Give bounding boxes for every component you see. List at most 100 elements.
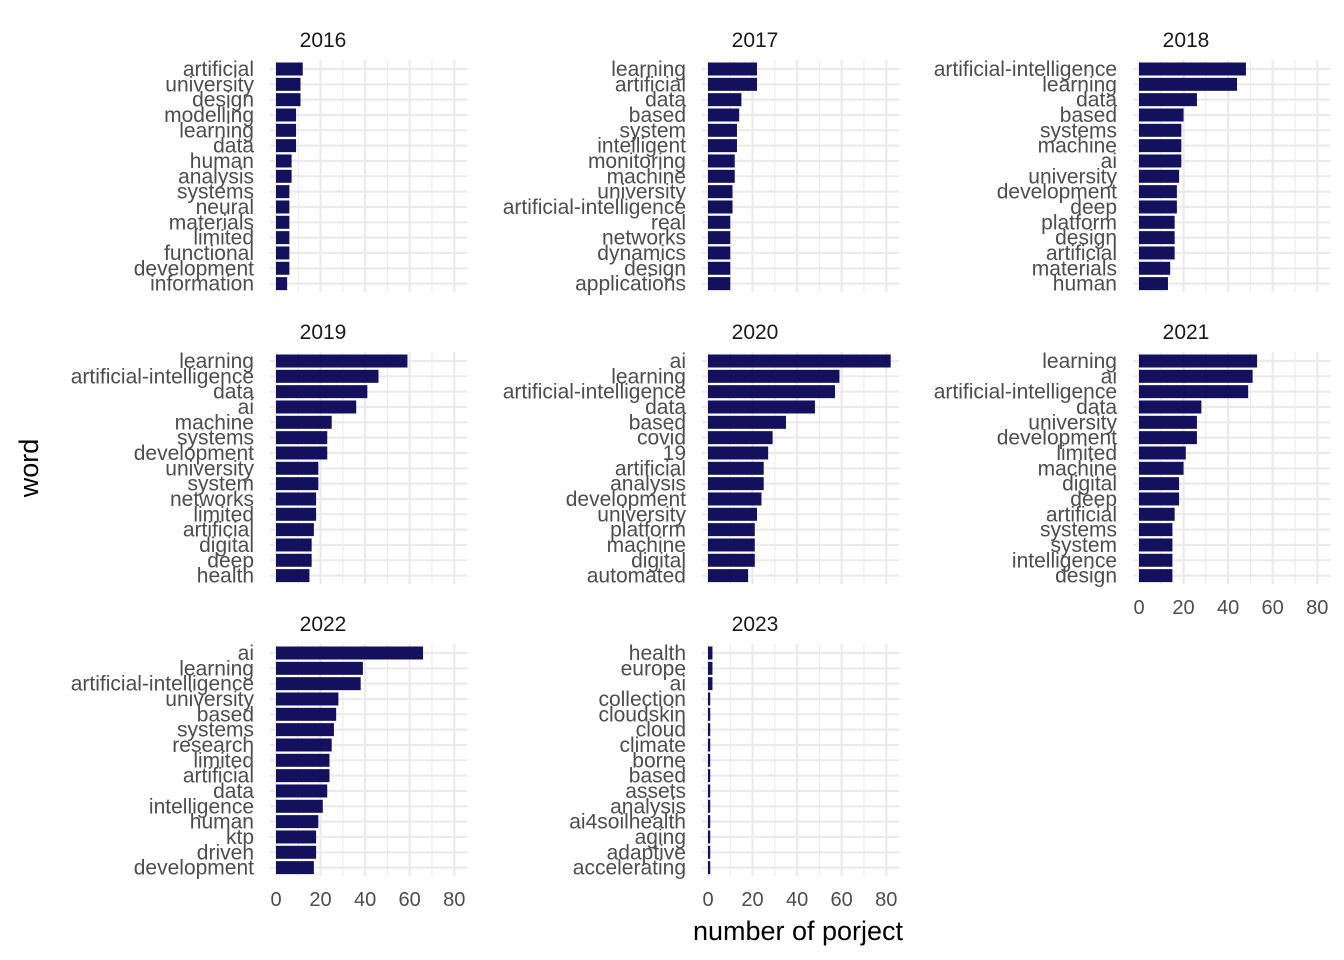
category-label: artificial (183, 58, 254, 81)
category-label: digital (1062, 473, 1117, 496)
category-label: deep (1070, 488, 1117, 511)
bar-machine (1139, 461, 1184, 475)
category-label: university (597, 181, 686, 204)
category-label: learning (179, 657, 254, 680)
category-label: cloud (636, 719, 686, 742)
bar-functional (276, 246, 290, 260)
x-tick-label: 40 (354, 889, 376, 911)
facet-panel-2022: ailearningartificial-intelligenceunivers… (71, 613, 468, 911)
facet-title: 2021 (1163, 321, 1210, 344)
category-label: based (197, 703, 254, 726)
bar-ktp (276, 830, 317, 844)
bar-intelligent (708, 139, 737, 153)
bar-limited (1139, 446, 1186, 460)
category-label: systems (177, 427, 254, 450)
x-tick-label: 0 (702, 889, 713, 911)
category-label: human (1053, 273, 1117, 296)
bar-system (1139, 538, 1173, 552)
category-label: ai (670, 350, 686, 373)
x-tick-label: 80 (443, 889, 465, 911)
category-label: based (629, 765, 686, 788)
bar-artificial (708, 461, 764, 475)
bar-ai (708, 677, 713, 691)
category-label: ai4soilhealth (569, 811, 686, 834)
category-label: deep (1070, 196, 1117, 219)
y-axis-title: word (14, 439, 44, 499)
category-label: machine (607, 165, 686, 188)
category-label: machine (1038, 135, 1117, 158)
bar-borne (708, 753, 711, 767)
bar-data (276, 139, 297, 153)
category-label: digital (631, 549, 686, 572)
bar-artificial (708, 77, 758, 91)
facet-title: 2022 (300, 613, 347, 636)
bar-design (276, 93, 301, 107)
category-label: data (645, 89, 686, 112)
bar-systems (1139, 123, 1182, 137)
bar-based (708, 769, 711, 783)
category-label: system (1050, 534, 1117, 557)
category-label: intelligence (1012, 549, 1117, 572)
category-label: climate (619, 734, 686, 757)
x-tick-label: 80 (875, 889, 897, 911)
bar-artificial (276, 62, 303, 76)
bar-artificial-intelligence (276, 677, 361, 691)
bar-limited (276, 231, 290, 245)
category-label: limited (1056, 442, 1117, 465)
bar-19 (708, 446, 769, 460)
bar-artificial (1139, 507, 1175, 521)
category-label: learning (1042, 350, 1117, 373)
category-label: aging (635, 826, 686, 849)
bar-deep (1139, 492, 1180, 506)
category-label: borne (632, 749, 686, 772)
x-axis-title: number of porject (693, 916, 904, 946)
bar-materials (1139, 261, 1171, 275)
bar-human (1139, 277, 1168, 291)
bar-data (276, 784, 328, 798)
bar-university (276, 77, 301, 91)
bar-systems (276, 185, 290, 199)
category-label: ktp (226, 826, 254, 849)
bar-development (1139, 431, 1197, 445)
bar-covid (708, 431, 773, 445)
bar-university (276, 692, 339, 706)
bar-modelling (276, 108, 297, 122)
bar-artificial (1139, 246, 1175, 260)
bar-learning (1139, 354, 1258, 368)
bar-collection (708, 692, 711, 706)
bar-intelligence (1139, 553, 1173, 567)
category-label: limited (193, 503, 254, 526)
bar-development (276, 861, 314, 875)
category-label: learning (1042, 73, 1117, 96)
category-label: platform (1041, 211, 1117, 234)
bar-artificial (276, 523, 314, 537)
category-label: design (192, 89, 254, 112)
bar-ai (708, 354, 891, 368)
category-label: artificial (183, 519, 254, 542)
bar-design (1139, 569, 1173, 583)
bar-artificial-intelligence (708, 385, 835, 399)
bar-adaptive (708, 845, 711, 859)
category-label: intelligence (149, 795, 254, 818)
bar-networks (708, 231, 731, 245)
bar-ai (276, 400, 357, 414)
category-label: university (1028, 165, 1117, 188)
category-label: learning (611, 58, 686, 81)
category-label: data (213, 780, 254, 803)
bar-neural (276, 200, 290, 214)
category-label: development (134, 257, 254, 280)
category-label: university (1028, 411, 1117, 434)
x-tick-label: 60 (831, 889, 853, 911)
category-label: university (165, 73, 254, 96)
bar-based (708, 415, 786, 429)
bar-analysis (708, 799, 711, 813)
category-label: intelligent (597, 135, 686, 158)
category-label: data (1076, 396, 1117, 419)
category-label: limited (193, 227, 254, 250)
category-label: artificial (1046, 242, 1117, 265)
category-label: design (624, 257, 686, 280)
bar-dynamics (708, 246, 731, 260)
category-label: artificial (1046, 503, 1117, 526)
category-label: artificial (615, 457, 686, 480)
facet-title: 2019 (300, 321, 347, 344)
